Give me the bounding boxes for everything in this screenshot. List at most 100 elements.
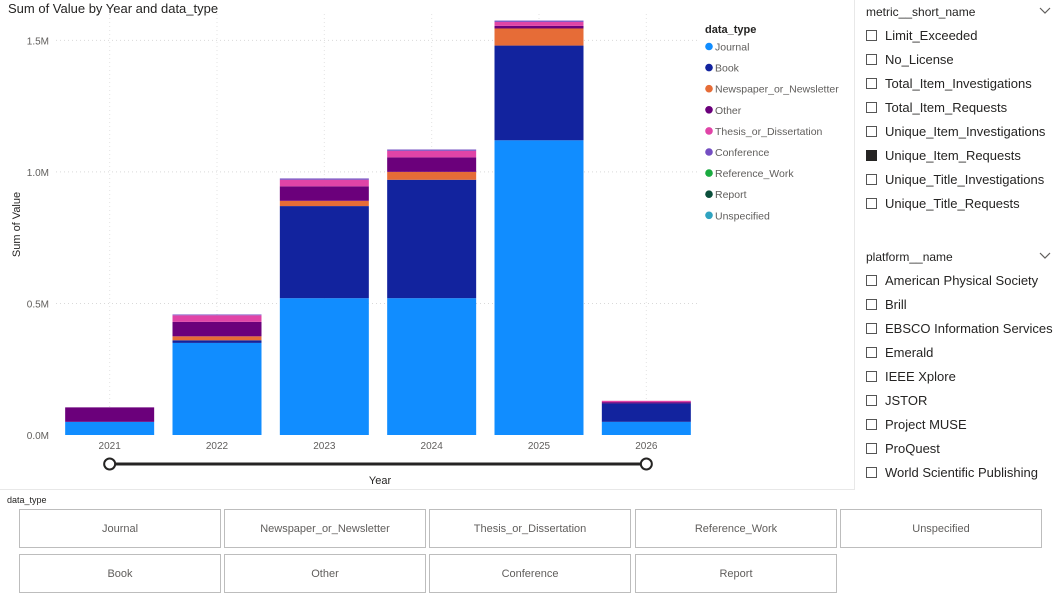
metric-slicer-item[interactable]: Limit_Exceeded [866,23,1054,47]
bar-segment [601,421,691,435]
checkbox[interactable] [866,29,877,41]
platform-slicer-item[interactable]: Brill [866,292,1054,316]
legend-entry: Journal [715,42,749,54]
legend-entry: Reference_Work [715,168,794,180]
platform-slicer-list: American Physical Society Brill EBSCO Info… [866,268,1054,485]
bar-segment [387,179,477,299]
tile-button[interactable]: Report [635,554,837,593]
legend-title: data_type [705,24,756,36]
chart-title: Sum of Value by Year and data_type [8,1,218,16]
bar-segment [387,171,477,180]
platform-slicer-item-label: EBSCO Information Services [885,320,1053,336]
metric-slicer-list: Limit_Exceeded No_License Total_Item_Inves… [866,23,1054,216]
platform-slicer-item[interactable]: IEEE Xplore [866,364,1054,388]
tile-slicer-title: data_type [7,495,47,505]
platform-slicer-item-label: Project MUSE [885,417,967,433]
platform-slicer-item-label: JSTOR [885,393,928,409]
metric-slicer-item[interactable]: Total_Item_Requests [866,95,1054,119]
metric-slicer-header[interactable]: metric__short_name [866,3,1054,23]
checkbox[interactable] [866,198,877,210]
metric-slicer-item[interactable]: Unique_Item_Investigations [866,119,1054,143]
metric-slicer-item-label: Total_Item_Requests [885,99,1008,115]
bar-segment [494,140,584,436]
checkbox[interactable] [866,395,877,407]
metric-slicer-item-label: Unique_Item_Investigations [885,123,1046,139]
y-tick-label: 0.0M [27,431,49,442]
platform-slicer: platform__name American Physical Society… [866,248,1054,485]
tile-button[interactable]: Unspecified [840,509,1042,548]
metric-slicer-item-label: Total_Item_Investigations [885,75,1032,91]
legend-entry: Thesis_or_Dissertation [715,126,823,138]
legend-marker [705,148,713,156]
platform-slicer-item-label: ProQuest [885,441,940,457]
tile-button[interactable]: Journal [19,509,221,548]
legend-entry: Book [715,63,740,75]
x-tick-label: 2022 [206,441,229,452]
checkbox[interactable] [866,174,877,186]
legend-marker [705,127,713,135]
checkbox[interactable] [866,150,877,162]
bar-segment [601,403,691,422]
checkbox[interactable] [866,125,877,137]
checkbox[interactable] [866,346,877,358]
metric-slicer-item[interactable]: Unique_Title_Requests [866,192,1054,216]
bar-segment [172,321,262,337]
y-tick-label: 1.0M [27,168,49,179]
platform-slicer-item-label: Brill [885,296,907,312]
platform-slicer-item-label: American Physical Society [885,272,1039,288]
bar-segment [601,402,691,404]
metric-slicer: metric__short_name Limit_Exceeded No_Lice… [866,3,1054,216]
checkbox[interactable] [866,322,877,334]
metric-slicer-item[interactable]: Total_Item_Investigations [866,71,1054,95]
chart-canvas: Sum of Value by Year and data_type 0.0M 0.… [8,1,839,487]
platform-slicer-item[interactable]: Project MUSE [866,413,1054,437]
platform-slicer-item[interactable]: American Physical Society [866,268,1054,292]
platform-slicer-item[interactable]: World Scientific Publishing [866,461,1054,485]
bar-segment [387,298,477,435]
platform-slicer-item[interactable]: JSTOR [866,388,1054,412]
platform-slicer-title: platform__name [866,250,953,264]
checkbox[interactable] [866,467,877,479]
stacked-bar-chart: Sum of Value by Year and data_type 0.0M 0.… [0,0,855,490]
platform-slicer-item[interactable]: ProQuest [866,437,1054,461]
metric-slicer-item[interactable]: No_License [866,47,1054,71]
tile-button[interactable]: Thesis_or_Dissertation [429,509,631,548]
legend-entry: Other [715,105,742,117]
legend-marker [705,211,713,220]
platform-slicer-item-label: Emerald [885,344,934,360]
platform-slicer-item-label: IEEE Xplore [885,368,956,384]
legend-marker [705,190,713,198]
tile-button[interactable]: Book [19,554,221,593]
checkbox[interactable] [866,77,877,89]
platform-slicer-header[interactable]: platform__name [866,248,1054,268]
checkbox[interactable] [866,419,877,431]
metric-slicer-item-label: Limit_Exceeded [885,27,978,43]
checkbox[interactable] [866,274,877,286]
tile-button[interactable]: Conference [429,554,631,593]
tile-button[interactable]: Reference_Work [635,509,837,548]
legend-entry: Conference [715,147,769,159]
platform-slicer-item[interactable]: Emerald [866,340,1054,364]
metric-slicer-item[interactable]: Unique_Item_Requests [866,143,1054,167]
tile-button[interactable]: Other [224,554,426,593]
tile-button[interactable]: Newspaper_or_Newsletter [224,509,426,548]
checkbox[interactable] [866,370,877,382]
checkbox[interactable] [866,298,877,310]
legend-entry: Newspaper_or_Newsletter [715,84,839,96]
bar-segment [494,25,584,29]
metric-slicer-title: metric__short_name [866,5,976,19]
bar-segment [172,340,262,343]
metric-slicer-item[interactable]: Unique_Title_Investigations [866,168,1054,192]
bar-segment [494,28,584,46]
legend-marker [705,42,713,51]
checkbox[interactable] [866,53,877,65]
bar-segment [65,421,155,435]
chevron-down-icon[interactable] [1038,248,1052,262]
bar-segment [65,407,155,422]
platform-slicer-item[interactable]: EBSCO Information Services [866,316,1054,340]
chevron-down-icon[interactable] [1038,3,1052,17]
checkbox[interactable] [866,101,877,113]
bar-segment [279,179,369,187]
legend-marker [705,106,713,114]
checkbox[interactable] [866,443,877,455]
